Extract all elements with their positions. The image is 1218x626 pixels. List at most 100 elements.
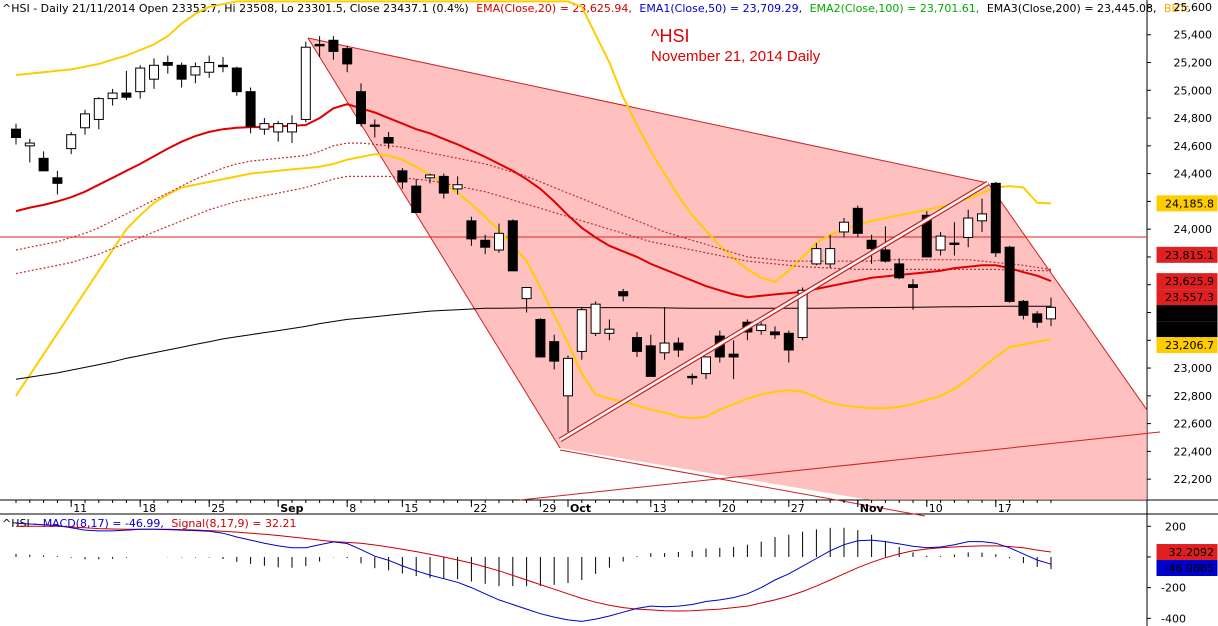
candle-body (121, 92, 132, 98)
y-tick-label: 24,400 (1174, 168, 1213, 181)
header-bbtc: BBTc (1164, 2, 1190, 15)
price-value-label: 23,625.9 (1156, 273, 1218, 290)
x-tick-label: 27 (791, 502, 805, 515)
candle-19 (273, 120, 284, 142)
candle-body (52, 177, 63, 184)
price-value-label-text: 23,557.3 (1165, 291, 1214, 304)
trendline-layer (558, 180, 990, 443)
candle-50 (701, 356, 711, 380)
candle-72 (1004, 245, 1015, 303)
y-tick-label: 22,800 (1174, 390, 1213, 403)
candle-37 (521, 287, 532, 313)
x-tick-label: 17 (998, 502, 1012, 515)
candle-body (259, 123, 270, 130)
candle-body (369, 124, 380, 127)
candle-59 (825, 234, 836, 269)
candle-56 (783, 330, 794, 363)
candle-body (507, 220, 518, 272)
candle-body (894, 263, 905, 279)
trend-channel-layer (307, 37, 1161, 517)
macd-y-tick-label: -200 (1161, 582, 1186, 595)
candle-27 (383, 131, 394, 149)
candle-body (397, 170, 408, 183)
candle-body (935, 235, 946, 251)
candle-36 (507, 219, 518, 272)
candle-67 (935, 231, 946, 256)
channel-right-line (987, 182, 1148, 411)
candle-body (245, 91, 256, 127)
macd-axis: -400 -200 200 (1147, 520, 1186, 625)
candle-16 (231, 66, 242, 96)
y-tick-label: 25,000 (1174, 84, 1213, 97)
candle-body (135, 67, 146, 93)
candle-body (645, 345, 656, 377)
candle-45 (632, 331, 642, 357)
candle-32 (452, 176, 463, 195)
ema100-line (15, 175, 1051, 275)
price-value-label-box (1156, 305, 1218, 322)
candle-28 (397, 168, 408, 189)
macd-value-label: -46.9885 (1156, 560, 1218, 577)
candle-75 (1046, 297, 1056, 327)
price-value-label: 23,557.3 (1156, 289, 1218, 306)
candle-39 (549, 334, 560, 370)
price-value-label-text: 24,185.8 (1165, 197, 1214, 210)
candle-40 (563, 355, 573, 432)
candle-4 (66, 131, 77, 155)
channel-lower-parallel-line (519, 431, 1161, 501)
chart-subtitle: November 21, 2014 Daily (651, 48, 821, 65)
candle-body (328, 39, 339, 52)
candle-body (356, 91, 366, 125)
candle-body (563, 357, 573, 397)
macd-layer (15, 522, 1052, 622)
channel-left-line (307, 37, 561, 449)
candle-34 (480, 234, 491, 255)
candle-body (687, 375, 698, 379)
candle-body (218, 64, 228, 68)
macd-label-signal: Signal(8,17,9) = 32.21 (171, 517, 296, 530)
price-value-label: 23,206.7 (1156, 337, 1218, 354)
x-tick-label: 18 (142, 502, 156, 515)
price-value-label-text: 23,445.1 (1165, 307, 1214, 320)
candle-15 (218, 56, 228, 73)
price-value-label-box (1156, 246, 1218, 263)
candle-body (93, 98, 104, 120)
candle-24 (342, 45, 353, 73)
candle-body (990, 182, 1001, 254)
candle-body (783, 332, 794, 351)
candle-0 (11, 123, 21, 145)
macd-label-macd: MACD(8,17) = -46.99, (43, 517, 164, 530)
candle-body (24, 142, 35, 147)
candle-7 (107, 88, 118, 106)
price-value-label-text: 23,206.7 (1165, 339, 1214, 352)
candle-body (1018, 300, 1029, 316)
candle-body (701, 356, 711, 375)
candle-body (466, 220, 477, 240)
candle-6 (93, 97, 104, 130)
candle-body (80, 113, 90, 129)
signal-line (16, 525, 1052, 612)
candle-body (811, 248, 822, 265)
candle-body (963, 217, 974, 239)
header-text: ^HSI - Daily 21/11/2014 Open 23353.7, Hi… (2, 2, 1190, 15)
y-tick-label: 24,000 (1174, 223, 1213, 236)
x-tick-label: 10 (929, 502, 943, 515)
candle-62 (866, 234, 877, 264)
y-tick-label: 24,600 (1174, 140, 1213, 153)
x-tick-label: 8 (349, 502, 356, 515)
candle-body (1046, 306, 1056, 320)
candle-65 (908, 279, 918, 310)
price-value-label-text: 23,815.1 (1165, 249, 1214, 262)
candle-body (797, 289, 808, 338)
candle-body (866, 239, 877, 250)
y-tick-label: 25,200 (1174, 57, 1213, 70)
macd-value-label-box (1156, 544, 1218, 561)
price-value-label-box (1156, 337, 1218, 354)
macd-y-tick-label: 200 (1165, 520, 1186, 533)
candle-body (1004, 246, 1015, 302)
candle-73 (1018, 300, 1029, 320)
macd-value-label-text: 32.2092 (1169, 546, 1215, 559)
candle-26 (369, 119, 380, 138)
candle-31 (438, 173, 449, 199)
candle-body (535, 318, 546, 358)
